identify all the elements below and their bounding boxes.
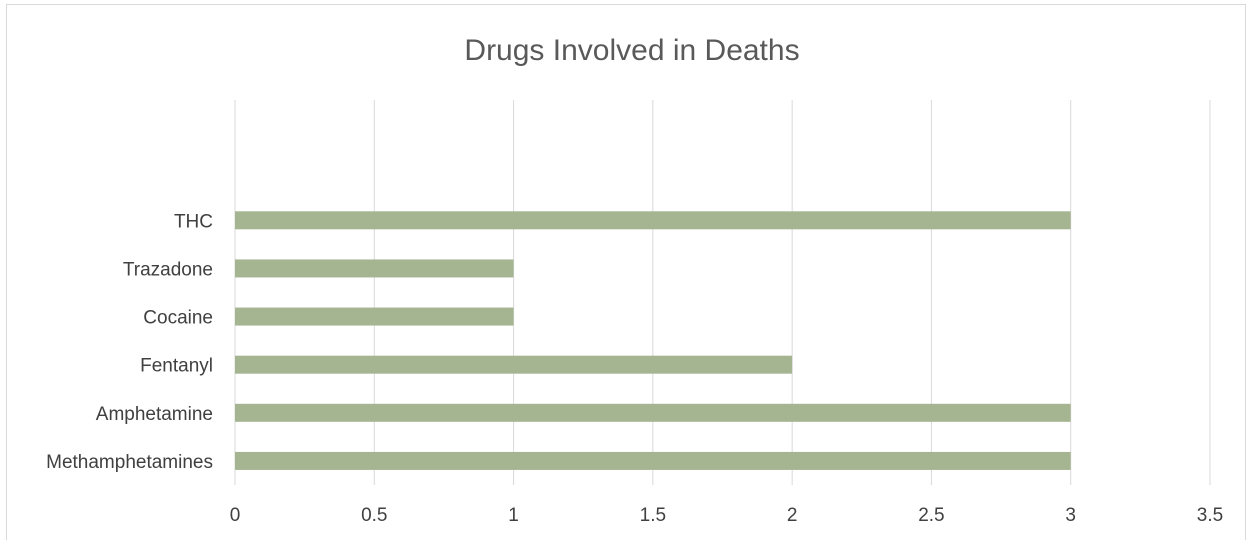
- category-label: Trazadone: [123, 259, 213, 280]
- bar-fentanyl: [235, 355, 793, 374]
- x-axis-tick-labels: 0 0.5 1 1.5 2 2.5 3 3.5: [230, 505, 1224, 526]
- x-tick-label: 3: [1065, 505, 1076, 526]
- category-labels: Methamphetamines Amphetamine Fentanyl Cocai…: [46, 211, 213, 473]
- chart-frame: [6, 4, 1246, 540]
- x-tick-label: 3.5: [1197, 505, 1223, 526]
- category-label: Fentanyl: [140, 356, 213, 377]
- x-tick-label: 1.5: [640, 505, 666, 526]
- category-label: Amphetamine: [96, 404, 213, 425]
- x-tick-label: 2: [787, 505, 798, 526]
- category-label: Methamphetamines: [46, 452, 213, 473]
- x-tick-label: 1: [508, 505, 519, 526]
- x-tick-label: 2.5: [918, 505, 944, 526]
- category-label: Cocaine: [143, 308, 213, 329]
- bar-thc: [235, 211, 1071, 230]
- x-tick-label: 0: [230, 505, 241, 526]
- bar-cocaine: [235, 307, 514, 326]
- bars: [235, 211, 1071, 470]
- x-tick-label: 0.5: [361, 505, 387, 526]
- bar-trazadone: [235, 259, 514, 278]
- bar-methamphetamines: [235, 451, 1071, 470]
- category-label: THC: [174, 211, 213, 232]
- gridlines: [234, 100, 1211, 485]
- bar-amphetamine: [235, 403, 1071, 422]
- chart-title: Drugs Involved in Deaths: [464, 34, 799, 67]
